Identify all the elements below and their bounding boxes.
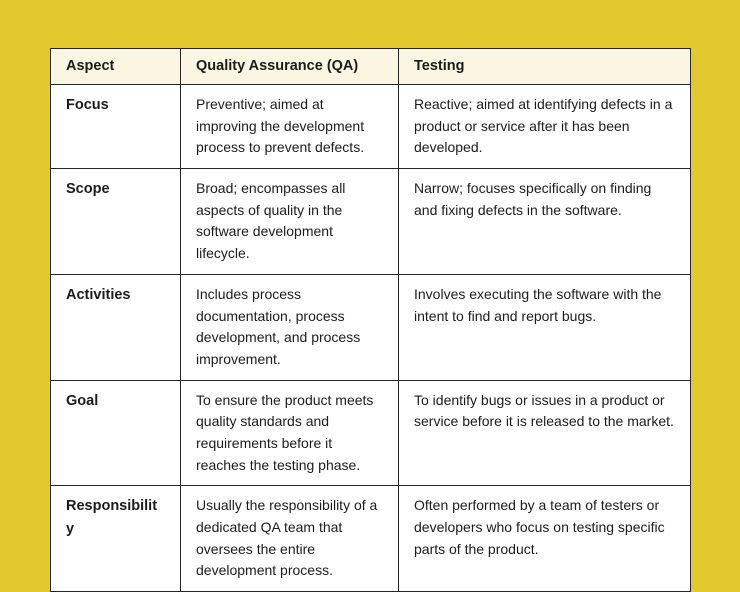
testing-cell-focus: Reactive; aimed at identifying defects i… [398, 84, 691, 170]
table-row: Responsibility Usually the responsibilit… [50, 485, 691, 592]
column-header-aspect: Aspect [50, 47, 181, 86]
table-row: Goal To ensure the product meets quality… [50, 379, 691, 487]
qa-cell-responsibility: Usually the responsibility of a dedicate… [180, 485, 399, 592]
table-header-row: Aspect Quality Assurance (QA) Testing [50, 47, 691, 86]
table-row: Scope Broad; encompasses all aspects of … [50, 168, 691, 275]
aspect-cell-activities: Activities [50, 273, 181, 381]
qa-cell-focus: Preventive; aimed at improving the devel… [180, 84, 399, 170]
testing-cell-responsibility: Often performed by a team of testers or … [398, 485, 691, 592]
qa-cell-scope: Broad; encompasses all aspects of qualit… [180, 168, 399, 275]
testing-cell-activities: Involves executing the software with the… [398, 273, 691, 381]
column-header-testing: Testing [398, 47, 691, 86]
column-header-qa: Quality Assurance (QA) [180, 47, 399, 86]
qa-vs-testing-comparison-table: Aspect Quality Assurance (QA) Testing Fo… [50, 47, 691, 592]
aspect-cell-responsibility: Responsibility [50, 485, 181, 592]
table-row: Focus Preventive; aimed at improving the… [50, 84, 691, 170]
qa-cell-activities: Includes process documentation, process … [180, 273, 399, 381]
testing-cell-goal: To identify bugs or issues in a product … [398, 379, 691, 487]
table-row: Activities Includes process documentatio… [50, 273, 691, 381]
qa-cell-goal: To ensure the product meets quality stan… [180, 379, 399, 487]
page-background: { "page": { "background_color": "#e2c92f… [50, 47, 691, 592]
aspect-cell-goal: Goal [50, 379, 181, 487]
aspect-cell-scope: Scope [50, 168, 181, 275]
testing-cell-scope: Narrow; focuses specifically on finding … [398, 168, 691, 275]
aspect-cell-focus: Focus [50, 84, 181, 170]
